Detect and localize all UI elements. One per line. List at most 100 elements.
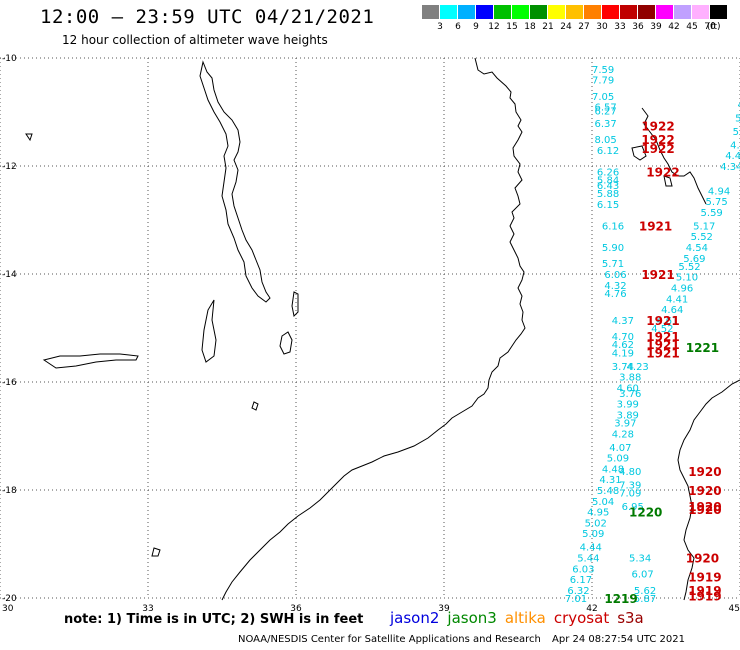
swh-value: 7.59 [592, 65, 614, 76]
swh-value: 5.44 [577, 554, 599, 565]
swh-value: 4.07 [609, 443, 631, 454]
legend-swatch [548, 5, 566, 19]
axis-labels: 30 33 36 39 42 45 -10 -12 -14 -16 -18 -20 [2, 54, 740, 614]
swh-value: 6.37 [594, 119, 616, 130]
swh-value: 4.94 [708, 186, 730, 197]
legend-tick: 36 [632, 22, 644, 32]
swh-value: 5.75 [705, 197, 727, 208]
swh-value: 4.34 [720, 162, 740, 173]
swh-value: 6.95 [622, 502, 644, 513]
swh-value: 7.09 [619, 489, 641, 500]
swh-value: 5.09 [607, 454, 629, 465]
swh-value: 5.59 [701, 208, 723, 219]
lake-rukwa [25, 133, 33, 142]
pass-time-label: 1920 [688, 484, 721, 498]
legend-tick: 21 [542, 22, 554, 32]
swh-value: 5.84 [597, 176, 619, 187]
swh-value: 5.48 [597, 486, 619, 497]
swh-value: 5.10 [676, 273, 698, 284]
swh-value: 6.12 [597, 146, 619, 157]
legend-tick: 45 [686, 22, 698, 32]
swh-value: 4.76 [604, 289, 626, 300]
swh-value: 6.17 [570, 575, 592, 586]
legend-tick: 27 [578, 22, 590, 32]
swh-value: 8.05 [594, 135, 616, 146]
swh-value: 6.57 [594, 103, 616, 114]
pass-time-label: 1920 [688, 465, 721, 479]
lon-label: 30 [2, 604, 14, 614]
swh-value: 3.88 [619, 373, 641, 384]
swh-value: 4.37 [612, 316, 634, 327]
legend-swatch [458, 5, 476, 19]
chart-title: 12:00 – 23:59 UTC 04/21/2021 [40, 6, 375, 28]
satellite-legend: jason2 jason3 altika cryosat s3a [390, 609, 652, 627]
swh-value: 5.88 [597, 189, 619, 200]
swh-value: 5.90 [602, 243, 624, 254]
comoros-island [631, 145, 647, 161]
swh-value: 4.70 [612, 332, 634, 343]
map-grid [0, 57, 740, 599]
legend-swatch [584, 5, 602, 19]
swh-value: 4.61 [738, 100, 740, 111]
lake-malawi [199, 60, 271, 303]
swh-value: 4.54 [686, 243, 708, 254]
pass-time-label: 1920 [688, 500, 721, 514]
swh-value: 3.99 [617, 400, 639, 411]
satellite-cryosat: cryosat [553, 609, 610, 627]
african-coastline [221, 57, 526, 601]
pass-time-label: 1919 [688, 570, 721, 584]
pass-time-label: 1922 [641, 142, 674, 156]
madagascar-west [677, 379, 740, 601]
pass-time-label: 1921 [641, 268, 674, 282]
mayotte-island [663, 175, 673, 187]
pass-time-label: 1921 [646, 346, 679, 360]
lat-label: -14 [2, 270, 17, 280]
swh-value: 7.05 [592, 92, 614, 103]
legend-swatch [620, 5, 638, 19]
pass-time-label: 1220 [629, 506, 662, 520]
swh-value: 4.61 [656, 316, 678, 327]
swh-value: 4.28 [612, 429, 634, 440]
legend-swatch [602, 5, 620, 19]
madagascar-coastline [641, 107, 707, 205]
pass-time-label: 1921 [639, 219, 672, 233]
satellite-jason3: jason3 [447, 609, 497, 627]
coastline [25, 57, 740, 601]
swh-value: 5.52 [678, 262, 700, 273]
lon-label: 39 [438, 604, 450, 614]
lat-label: -16 [2, 378, 17, 388]
satellite-altika: altika [504, 609, 546, 627]
pass-time-label: 1922 [646, 165, 679, 179]
swh-value: 4.5 [730, 140, 740, 151]
legend-tick: 24 [560, 22, 572, 32]
swh-value: 5.71 [602, 259, 624, 270]
swh-value: 6.03 [572, 564, 594, 575]
swh-value: 4.64 [661, 305, 683, 316]
swh-value: 4.96 [671, 284, 693, 295]
legend-swatch [440, 5, 458, 19]
lon-label: 33 [142, 604, 153, 614]
legend-swatch [638, 5, 656, 19]
swh-value: 5.34 [629, 554, 651, 565]
lat-label: -18 [2, 486, 17, 496]
swh-value: 4.60 [617, 383, 639, 394]
legend-swatch [710, 5, 728, 19]
swh-value: 4.62 [612, 340, 634, 351]
swh-value: 6.07 [631, 570, 653, 581]
generation-timestamp: Apr 24 08:27:54 UTC 2021 [552, 634, 685, 645]
legend-tick: 3 [437, 22, 443, 32]
swh-value: 5.17 [693, 221, 715, 232]
legend-swatch [422, 5, 440, 19]
pass-time-label: 1922 [641, 120, 674, 134]
swh-value: 3.74 [612, 362, 634, 373]
pass-time-label: 1921 [646, 330, 679, 344]
swh-value: 4.80 [619, 467, 641, 478]
river-mark [251, 401, 259, 411]
swh-value: 6.27 [594, 106, 616, 117]
swh-value: 4.23 [627, 362, 649, 373]
legend-swatch [512, 5, 530, 19]
swh-value: 6.06 [604, 270, 626, 281]
swh-value: 4.19 [612, 348, 634, 359]
swh-value: 6.32 [567, 586, 589, 597]
swh-value: 6.15 [597, 200, 619, 211]
